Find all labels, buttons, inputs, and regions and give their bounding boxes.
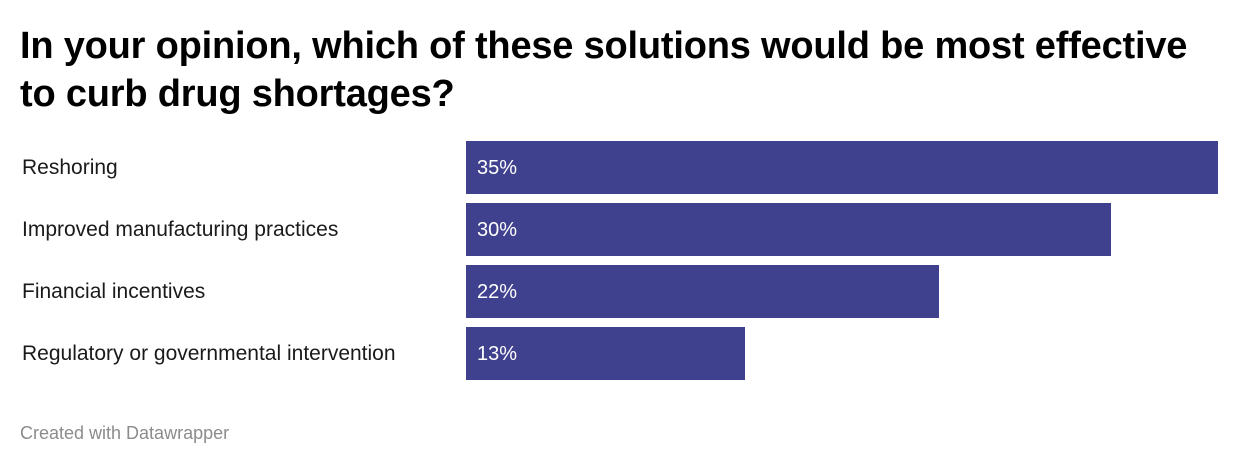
bar <box>466 203 1111 256</box>
bar-value-label: 35% <box>477 156 518 179</box>
chart-title: In your opinion, which of these solution… <box>20 25 1188 115</box>
category-label: Regulatory or governmental intervention <box>22 341 396 365</box>
category-label: Reshoring <box>22 155 118 179</box>
category-label: Financial incentives <box>22 279 206 303</box>
bar <box>466 265 939 318</box>
bar-value-label: 30% <box>477 218 518 241</box>
bar-value-label: 13% <box>477 342 518 365</box>
bar <box>466 327 746 380</box>
bar-value-label: 22% <box>477 280 518 303</box>
bar-chart: Reshoring 35% Improved manufacturing pract… <box>22 141 1218 380</box>
category-label: Improved manufacturing practices <box>22 217 339 241</box>
bar <box>466 141 1218 194</box>
datawrapper-credit: Created with Datawrapper <box>20 423 230 443</box>
